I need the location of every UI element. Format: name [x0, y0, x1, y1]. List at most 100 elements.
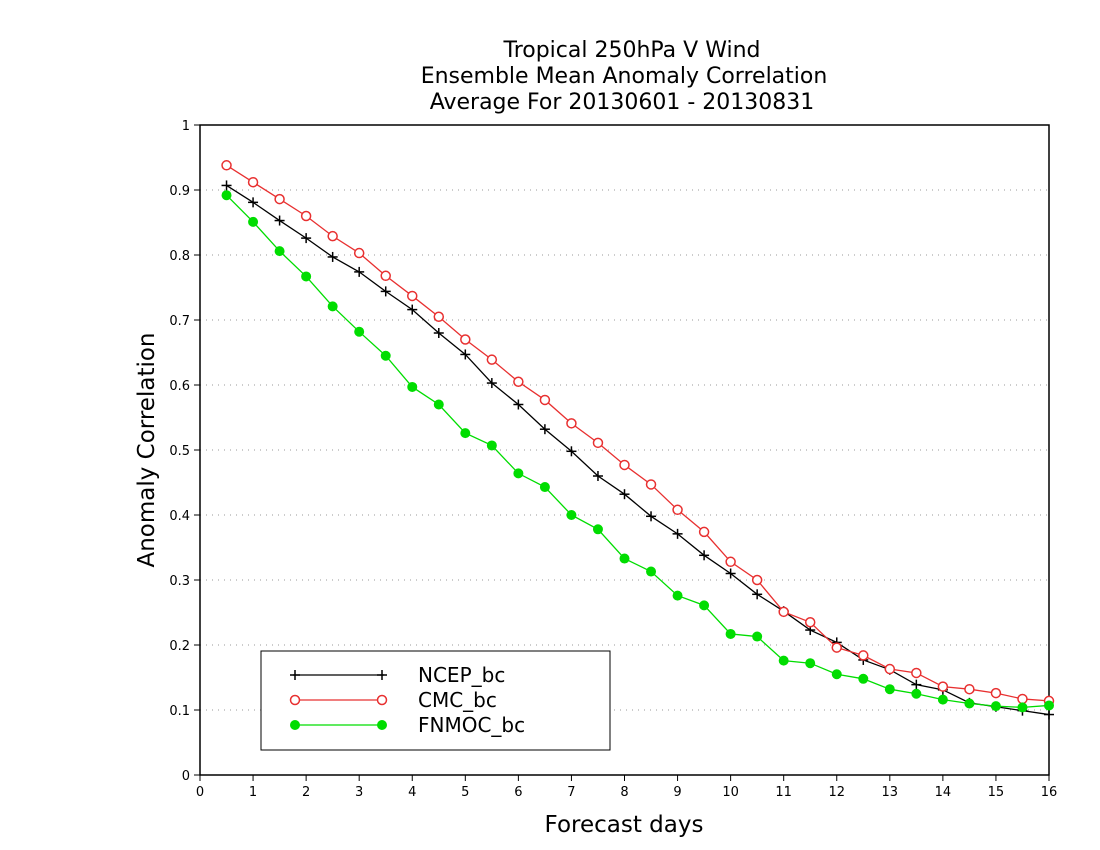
title-line-3: Average For 20130601 - 20130831 — [430, 90, 815, 115]
data-point-ncep-bc — [221, 180, 232, 191]
y-tick-label: 0.5 — [169, 444, 190, 459]
x-tick-label: 10 — [722, 785, 739, 800]
x-tick-label: 1 — [249, 785, 257, 800]
series-fnmoc-bc — [221, 190, 1054, 713]
data-point-fnmoc-bc — [752, 631, 763, 642]
data-point-ncep-bc — [274, 215, 285, 226]
data-point-cmc-bc — [539, 394, 551, 406]
x-tick-label: 3 — [355, 785, 363, 800]
legend-item-ncep-bc: NCEP_bc — [290, 663, 505, 687]
x-tick-label: 0 — [196, 785, 204, 800]
data-point-cmc-bc — [300, 210, 312, 222]
data-point-cmc-bc — [486, 354, 498, 365]
data-point-ncep-bc — [327, 251, 338, 262]
data-point-fnmoc-bc — [805, 658, 816, 669]
data-point-fnmoc-bc — [911, 688, 922, 699]
legend-label-cmc-bc: CMC_bc — [418, 688, 497, 712]
x-tick-label: 11 — [775, 785, 792, 800]
data-point-ncep-bc — [699, 550, 710, 561]
series-group — [221, 160, 1055, 720]
data-point-ncep-bc — [566, 446, 577, 457]
data-point-ncep-bc — [646, 511, 657, 522]
data-point-ncep-bc — [380, 286, 391, 297]
legend-marker-ncep-bc — [290, 670, 300, 680]
x-tick-label: 14 — [935, 785, 952, 800]
legend-marker-fnmoc-bc — [290, 720, 300, 730]
series-line-cmc-bc — [226, 164, 1050, 702]
legend-item-cmc-bc: CMC_bc — [289, 688, 497, 712]
legend-item-fnmoc-bc: FNMOC_bc — [290, 713, 525, 737]
data-point-ncep-bc — [1044, 709, 1054, 720]
data-point-fnmoc-bc — [646, 566, 657, 577]
data-point-cmc-bc — [247, 176, 259, 188]
data-point-fnmoc-bc — [699, 600, 710, 611]
data-point-ncep-bc — [752, 589, 763, 600]
x-tick-label: 9 — [673, 785, 681, 800]
data-point-cmc-bc — [858, 650, 869, 661]
y-tick-label: 0.3 — [169, 574, 190, 589]
series-line-ncep-bc — [226, 184, 1050, 716]
data-point-cmc-bc — [804, 617, 816, 628]
x-tick-label: 15 — [988, 785, 1005, 800]
legend-marker-ncep-bc — [377, 670, 387, 680]
data-point-cmc-bc — [407, 290, 418, 302]
data-point-fnmoc-bc — [460, 428, 471, 439]
legend-marker-fnmoc-bc — [377, 720, 387, 730]
x-tick-label: 8 — [620, 785, 628, 800]
y-axis: 0 0.1 0.2 0.3 0.4 0.5 0.6 0.7 0.8 0.9 1 — [169, 119, 200, 784]
data-point-cmc-bc — [1017, 693, 1028, 705]
data-point-cmc-bc — [937, 681, 949, 692]
x-tick-label: 6 — [514, 785, 522, 800]
data-point-ncep-bc — [513, 399, 524, 410]
data-point-cmc-bc — [221, 160, 232, 171]
data-point-fnmoc-bc — [221, 190, 232, 201]
data-point-ncep-bc — [592, 471, 603, 481]
x-tick-label: 13 — [882, 785, 899, 800]
legend-marker-cmc-bc — [289, 694, 301, 706]
data-point-ncep-bc — [486, 378, 497, 389]
x-tick-label: 2 — [302, 785, 310, 800]
data-point-cmc-bc — [911, 667, 922, 679]
x-tick-label: 5 — [461, 785, 469, 800]
data-point-cmc-bc — [778, 606, 789, 618]
y-tick-label: 0.7 — [169, 314, 190, 329]
data-point-cmc-bc — [645, 479, 657, 490]
data-point-fnmoc-bc — [725, 628, 736, 639]
data-point-cmc-bc — [751, 574, 763, 586]
data-point-fnmoc-bc — [592, 524, 603, 535]
data-point-cmc-bc — [274, 193, 285, 205]
data-point-fnmoc-bc — [990, 701, 1001, 712]
y-tick-label: 0 — [182, 769, 190, 784]
data-point-cmc-bc — [990, 687, 1002, 699]
data-point-fnmoc-bc — [831, 669, 842, 680]
data-point-fnmoc-bc — [274, 246, 285, 257]
x-tick-label: 4 — [408, 785, 416, 800]
data-point-cmc-bc — [566, 418, 577, 429]
series-line-fnmoc-bc — [226, 194, 1050, 709]
x-tick-label: 16 — [1041, 785, 1058, 800]
data-point-fnmoc-bc — [778, 655, 789, 666]
data-point-ncep-bc — [725, 568, 736, 579]
data-point-cmc-bc — [725, 556, 736, 568]
y-axis-label: Anomaly Correlation — [134, 332, 160, 567]
data-point-cmc-bc — [353, 247, 365, 259]
y-tick-label: 0.8 — [169, 249, 190, 264]
data-point-ncep-bc — [539, 424, 550, 435]
title-line-2: Ensemble Mean Anomaly Correlation — [421, 64, 828, 89]
data-point-fnmoc-bc — [566, 510, 577, 520]
data-point-ncep-bc — [911, 679, 922, 690]
data-point-cmc-bc — [964, 683, 975, 695]
chart-title: Tropical 250hPa V Wind Ensemble Mean Ano… — [421, 38, 828, 115]
data-point-fnmoc-bc — [433, 399, 444, 410]
data-point-fnmoc-bc — [354, 326, 365, 337]
data-point-fnmoc-bc — [937, 694, 948, 705]
data-point-fnmoc-bc — [539, 482, 550, 493]
data-point-fnmoc-bc — [1044, 700, 1054, 711]
data-point-cmc-bc — [433, 311, 445, 322]
data-point-fnmoc-bc — [248, 216, 259, 227]
y-tick-label: 0.2 — [169, 639, 190, 654]
data-point-cmc-bc — [884, 663, 896, 675]
data-point-cmc-bc — [619, 459, 630, 471]
legend-label-ncep-bc: NCEP_bc — [418, 663, 505, 687]
